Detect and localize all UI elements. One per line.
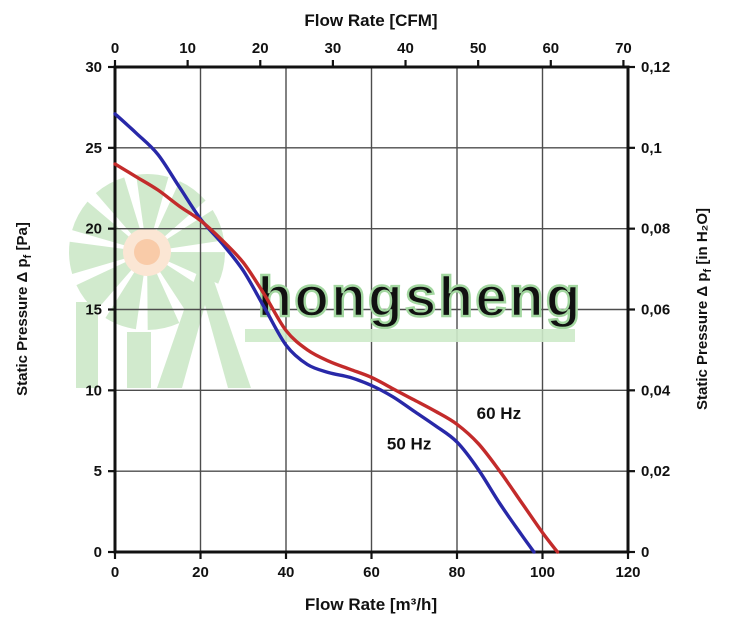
logo-fan-blade (163, 252, 225, 284)
left-axis-title-unit: [Pa] (14, 222, 31, 255)
tick-label-right: 0,04 (641, 382, 671, 399)
logo-fan-blade (136, 174, 169, 235)
tick-label-top: 40 (397, 40, 414, 57)
tick-label-right: 0,02 (641, 463, 670, 480)
right-axis-title: Static Pressure Δ pf [in H₂O] (694, 208, 714, 410)
tick-label-bottom: 0 (111, 564, 119, 581)
curve-50-hz (113, 112, 536, 554)
logo-fan-blade (162, 210, 225, 250)
tick-label-right: 0,08 (641, 221, 670, 238)
logo-fan-blade (76, 259, 136, 311)
tick-label-right: 0 (641, 544, 649, 561)
tick-label-right: 0,12 (641, 59, 670, 76)
gridlines (115, 67, 628, 552)
tick-label-left: 10 (85, 382, 102, 399)
tick-label-bottom: 120 (615, 564, 640, 581)
tick-label-bottom: 40 (278, 564, 295, 581)
right-axis-title-sub: f (702, 268, 714, 272)
tick-label-top: 60 (542, 40, 559, 57)
tick-label-left: 5 (94, 463, 102, 480)
tick-label-top: 10 (179, 40, 196, 57)
logo-fan-blade (147, 268, 180, 330)
tick-label-right: 0,06 (641, 302, 670, 319)
watermark-underline (245, 329, 575, 342)
tick-label-left: 20 (85, 221, 102, 238)
curve-label: 60 Hz (477, 404, 521, 423)
curves (113, 112, 560, 554)
top-axis-title: Flow Rate [CFM] (304, 11, 437, 30)
left-axis-title: Static Pressure Δ pf [Pa] (14, 222, 34, 396)
bottom-axis-title: Flow Rate [m³/h] (305, 595, 437, 614)
tick-label-left: 0 (94, 544, 102, 561)
logo-fan-blade (95, 177, 142, 239)
left-axis-title-sub: f (22, 254, 34, 258)
tick-label-bottom: 80 (449, 564, 466, 581)
logo-fan-blade (154, 181, 206, 241)
tick-label-bottom: 100 (530, 564, 555, 581)
tick-label-bottom: 20 (192, 564, 209, 581)
logo-letter-a-cut (182, 305, 228, 388)
logo-bar (76, 302, 98, 388)
tick-label-top: 30 (325, 40, 342, 57)
logo-bar (127, 332, 151, 388)
tick-label-top: 70 (615, 40, 632, 57)
logo-fan-blade (156, 261, 213, 318)
curve-60-hz (113, 162, 560, 554)
left-axis-title-main: Static Pressure Δ p (14, 258, 31, 396)
tick-label-left: 25 (85, 140, 102, 157)
right-axis-title-main: Static Pressure Δ p (694, 272, 711, 410)
tick-label-top: 50 (470, 40, 487, 57)
logo-fan-blade (72, 201, 134, 247)
tick-label-left: 15 (85, 302, 102, 319)
tick-label-top: 0 (111, 40, 119, 57)
watermark-logo (69, 174, 251, 388)
curve-label: 50 Hz (387, 435, 431, 454)
watermark-text-group: hongsheng (245, 264, 582, 342)
tick-label-left: 30 (85, 59, 102, 76)
tick-label-bottom: 60 (363, 564, 380, 581)
logo-hub (134, 239, 160, 265)
tick-label-right: 0,1 (641, 140, 662, 157)
right-axis-title-unit: [in H₂O] (694, 208, 711, 269)
watermark-text: hongsheng (257, 265, 582, 329)
tick-label-top: 20 (252, 40, 269, 57)
curve-labels: 50 Hz 60 Hz (387, 404, 521, 454)
axis-ticks (108, 60, 635, 559)
